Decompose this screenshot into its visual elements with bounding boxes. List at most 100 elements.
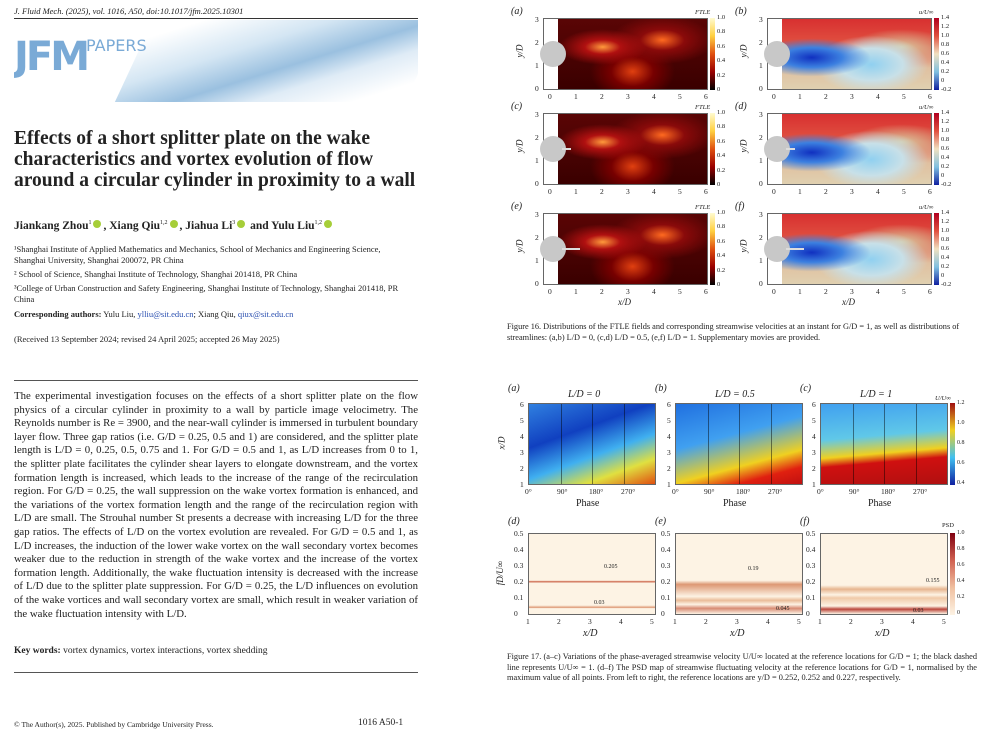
x-tick-label: 0 (772, 287, 776, 296)
y-tick-label: 3 (759, 210, 763, 219)
x-tick-label: 2 (600, 287, 604, 296)
y-tick-label: 3 (535, 15, 539, 24)
phase-gridline (560, 404, 562, 484)
colorbar-tick: 1.2 (941, 23, 950, 30)
y-tick-label: 4 (667, 432, 671, 441)
author-list: Jiankang Zhou1, Xiang Qiu1,2, Jiahua Li3… (14, 220, 334, 232)
corresponding-label: Corresponding authors: (14, 309, 102, 319)
x-axis-label: x/D (730, 628, 745, 639)
divider (14, 380, 418, 381)
cylinder (764, 236, 790, 262)
colorbar-tick: 0 (717, 181, 721, 188)
colorbar-tick: 0.8 (941, 136, 950, 143)
x-tick-label: 2 (824, 92, 828, 101)
x-tick-label: 2 (600, 187, 604, 196)
orcid-icon[interactable] (169, 220, 178, 228)
y-tick-label: 0 (661, 609, 665, 618)
colorbar-title: FTLE (695, 9, 711, 16)
y-tick-label: 4 (812, 432, 816, 441)
contour-panel (540, 213, 708, 285)
colorbar-tick: 0.2 (941, 263, 950, 270)
colorbar (710, 113, 715, 185)
colorbar-tick: 0.6 (717, 137, 726, 145)
y-tick-label: 0.3 (514, 561, 524, 570)
colorbar-tick: 0.8 (717, 123, 726, 131)
x-tick-label: 0 (772, 92, 776, 101)
x-tick-label: 6 (928, 287, 932, 296)
x-tick-label: 2 (824, 187, 828, 196)
colorbar (934, 213, 939, 285)
y-tick-label: 0 (514, 609, 518, 618)
author-name: Jiankang Zhou (14, 220, 89, 232)
y-tick-label: 0.1 (514, 593, 524, 602)
x-tick-label: 4 (652, 287, 656, 296)
email-link-1[interactable]: ylliu@sit.edu.cn (137, 309, 194, 319)
panel-title: L/D = 1 (860, 389, 893, 400)
y-tick-label: 2 (759, 38, 763, 47)
author-affiliation-mark: 1,2 (314, 220, 323, 227)
x-tick-label: 4 (652, 187, 656, 196)
y-axis-label: x/D (496, 436, 507, 450)
x-axis-label: Phase (576, 498, 600, 509)
x-tick-label: 1 (818, 617, 822, 626)
y-tick-label: 3 (759, 15, 763, 24)
x-axis-label: x/D (875, 628, 890, 639)
colorbar-tick: 0 (957, 610, 960, 616)
y-tick-label: 6 (812, 400, 816, 409)
x-tick-label: 3 (626, 187, 630, 196)
x-tick-label: 90° (849, 487, 860, 496)
y-tick-label: 2 (535, 233, 539, 242)
y-tick-label: 2 (759, 233, 763, 242)
colorbar (950, 533, 955, 615)
splitter-plate (786, 148, 795, 150)
colorbar-tick: 1.4 (941, 14, 950, 21)
author-separator: , (179, 220, 186, 232)
x-tick-label: 4 (876, 287, 880, 296)
panel-label: (e) (511, 201, 523, 212)
x-tick-label: 270° (768, 487, 783, 496)
phase-gridline (739, 404, 740, 484)
colorbar-tick: 0.2 (717, 71, 726, 79)
x-tick-label: 270° (913, 487, 928, 496)
field (782, 19, 931, 89)
colorbar-tick: 0.4 (941, 59, 950, 66)
colorbar-tick: 0.8 (717, 223, 726, 231)
x-tick-label: 270° (621, 487, 636, 496)
phase-gridline (770, 404, 772, 484)
x-tick-label: 5 (678, 187, 682, 196)
colorbar-tick: 0.2 (717, 266, 726, 274)
x-tick-label: 5 (650, 617, 654, 626)
colorbar-tick: 0.4 (957, 480, 965, 486)
affiliation-3: ³College of Urban Construction and Safet… (14, 283, 399, 304)
y-axis-label: y/D (738, 44, 749, 58)
orcid-icon[interactable] (324, 220, 333, 228)
x-tick-label: 6 (704, 287, 708, 296)
x-tick-label: 1 (798, 187, 802, 196)
orcid-icon[interactable] (93, 220, 102, 228)
x-tick-label: 1 (526, 617, 530, 626)
colorbar-tick: 1.2 (957, 400, 965, 406)
contour-panel (764, 113, 932, 185)
psd-map: 0.205 0.03 (528, 533, 656, 615)
panel-label: (e) (655, 516, 667, 527)
y-tick-label: 0.5 (661, 529, 671, 538)
y-tick-label: 3 (535, 210, 539, 219)
x-tick-label: 4 (876, 187, 880, 196)
y-tick-label: 0 (806, 609, 810, 618)
colorbar-tick: 0 (941, 77, 945, 84)
psd-map: 0.19 0.045 (675, 533, 803, 615)
email-link-2[interactable]: qiux@sit.edu.cn (237, 309, 294, 319)
colorbar-tick: 1.0 (957, 420, 965, 426)
x-tick-label: 4 (876, 92, 880, 101)
y-tick-label: 5 (812, 416, 816, 425)
y-tick-label: 3 (812, 448, 816, 457)
abstract: The experimental investigation focuses o… (14, 390, 418, 620)
colorbar-tick: 0.2 (717, 166, 726, 174)
colorbar-tick: 1.0 (717, 109, 726, 116)
author-name: Jiahua Li (185, 220, 233, 232)
y-tick-label: 2 (812, 464, 816, 473)
colorbar-tick: 1.0 (957, 530, 965, 536)
y-tick-label: 3 (759, 110, 763, 119)
peak-annotation: 0.205 (604, 564, 618, 570)
orcid-icon[interactable] (237, 220, 246, 228)
